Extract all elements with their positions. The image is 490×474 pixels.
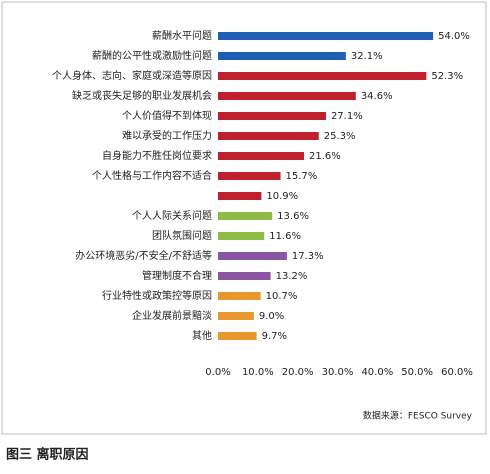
category-label: 行业特性或政策控等原因: [102, 289, 212, 302]
x-tick-label: 20.0%: [282, 367, 314, 378]
value-label: 9.7%: [262, 331, 287, 342]
x-tick-label: 40.0%: [361, 367, 393, 378]
category-label: 个人性格与工作内容不适合: [92, 169, 212, 182]
bar: [218, 52, 346, 60]
bar: [218, 192, 262, 200]
value-label: 13.6%: [277, 211, 309, 222]
category-label: 团队氛围问题: [152, 229, 212, 242]
category-label: 薪酬的公平性或激励性问题: [92, 49, 212, 62]
value-label: 25.3%: [324, 131, 356, 142]
category-label: 难以承受的工作压力: [122, 129, 212, 142]
value-label: 32.1%: [351, 51, 383, 62]
value-label: 10.7%: [266, 291, 298, 302]
x-tick-label: 50.0%: [401, 367, 433, 378]
bar: [218, 332, 257, 340]
category-label: 管理制度不合理: [142, 269, 212, 282]
frame: [1, 1, 487, 435]
bar: [218, 32, 434, 40]
value-label: 11.6%: [269, 231, 301, 242]
bar: [218, 152, 305, 160]
bar: [218, 112, 326, 120]
x-tick-label: 60.0%: [441, 367, 473, 378]
category-label: 个人身体、志向、家庭或深造等原因: [52, 69, 212, 82]
bar: [218, 272, 271, 280]
category-label: 办公环境恶劣/不安全/不舒适等: [75, 249, 212, 262]
value-label: 52.3%: [431, 71, 463, 82]
value-label: 54.0%: [438, 31, 470, 42]
value-label: 34.6%: [361, 91, 393, 102]
value-label: 10.9%: [266, 191, 298, 202]
category-label: 缺乏或丧失足够的职业发展机会: [72, 89, 212, 102]
category-label: 个人价值得不到体现: [122, 109, 212, 122]
bar: [218, 92, 356, 100]
x-tick-label: 30.0%: [322, 367, 354, 378]
bar: [218, 132, 319, 140]
category-label: 其他: [192, 329, 212, 342]
bar: [218, 172, 281, 180]
value-label: 21.6%: [309, 151, 341, 162]
value-label: 13.2%: [276, 271, 308, 282]
x-tick-label: 0.0%: [205, 367, 230, 378]
bar: [218, 232, 265, 240]
category-label: 自身能力不胜任岗位要求: [102, 149, 212, 162]
value-label: 15.7%: [286, 171, 318, 182]
category-label: 个人人际关系问题: [132, 209, 212, 222]
x-tick-label: 10.0%: [242, 367, 274, 378]
category-label: 薪酬水平问题: [152, 29, 212, 42]
bar: [218, 292, 261, 300]
bar: [218, 252, 287, 260]
category-label: 企业发展前景黯淡: [132, 309, 212, 322]
value-label: 27.1%: [331, 111, 363, 122]
source: 数据来源：FESCO Survey: [363, 410, 473, 422]
caption: 图三 离职原因: [6, 447, 89, 463]
bar: [218, 212, 273, 220]
bar: [218, 72, 427, 80]
bar: [218, 312, 254, 320]
value-label: 9.0%: [259, 311, 284, 322]
value-label: 17.3%: [292, 251, 324, 262]
